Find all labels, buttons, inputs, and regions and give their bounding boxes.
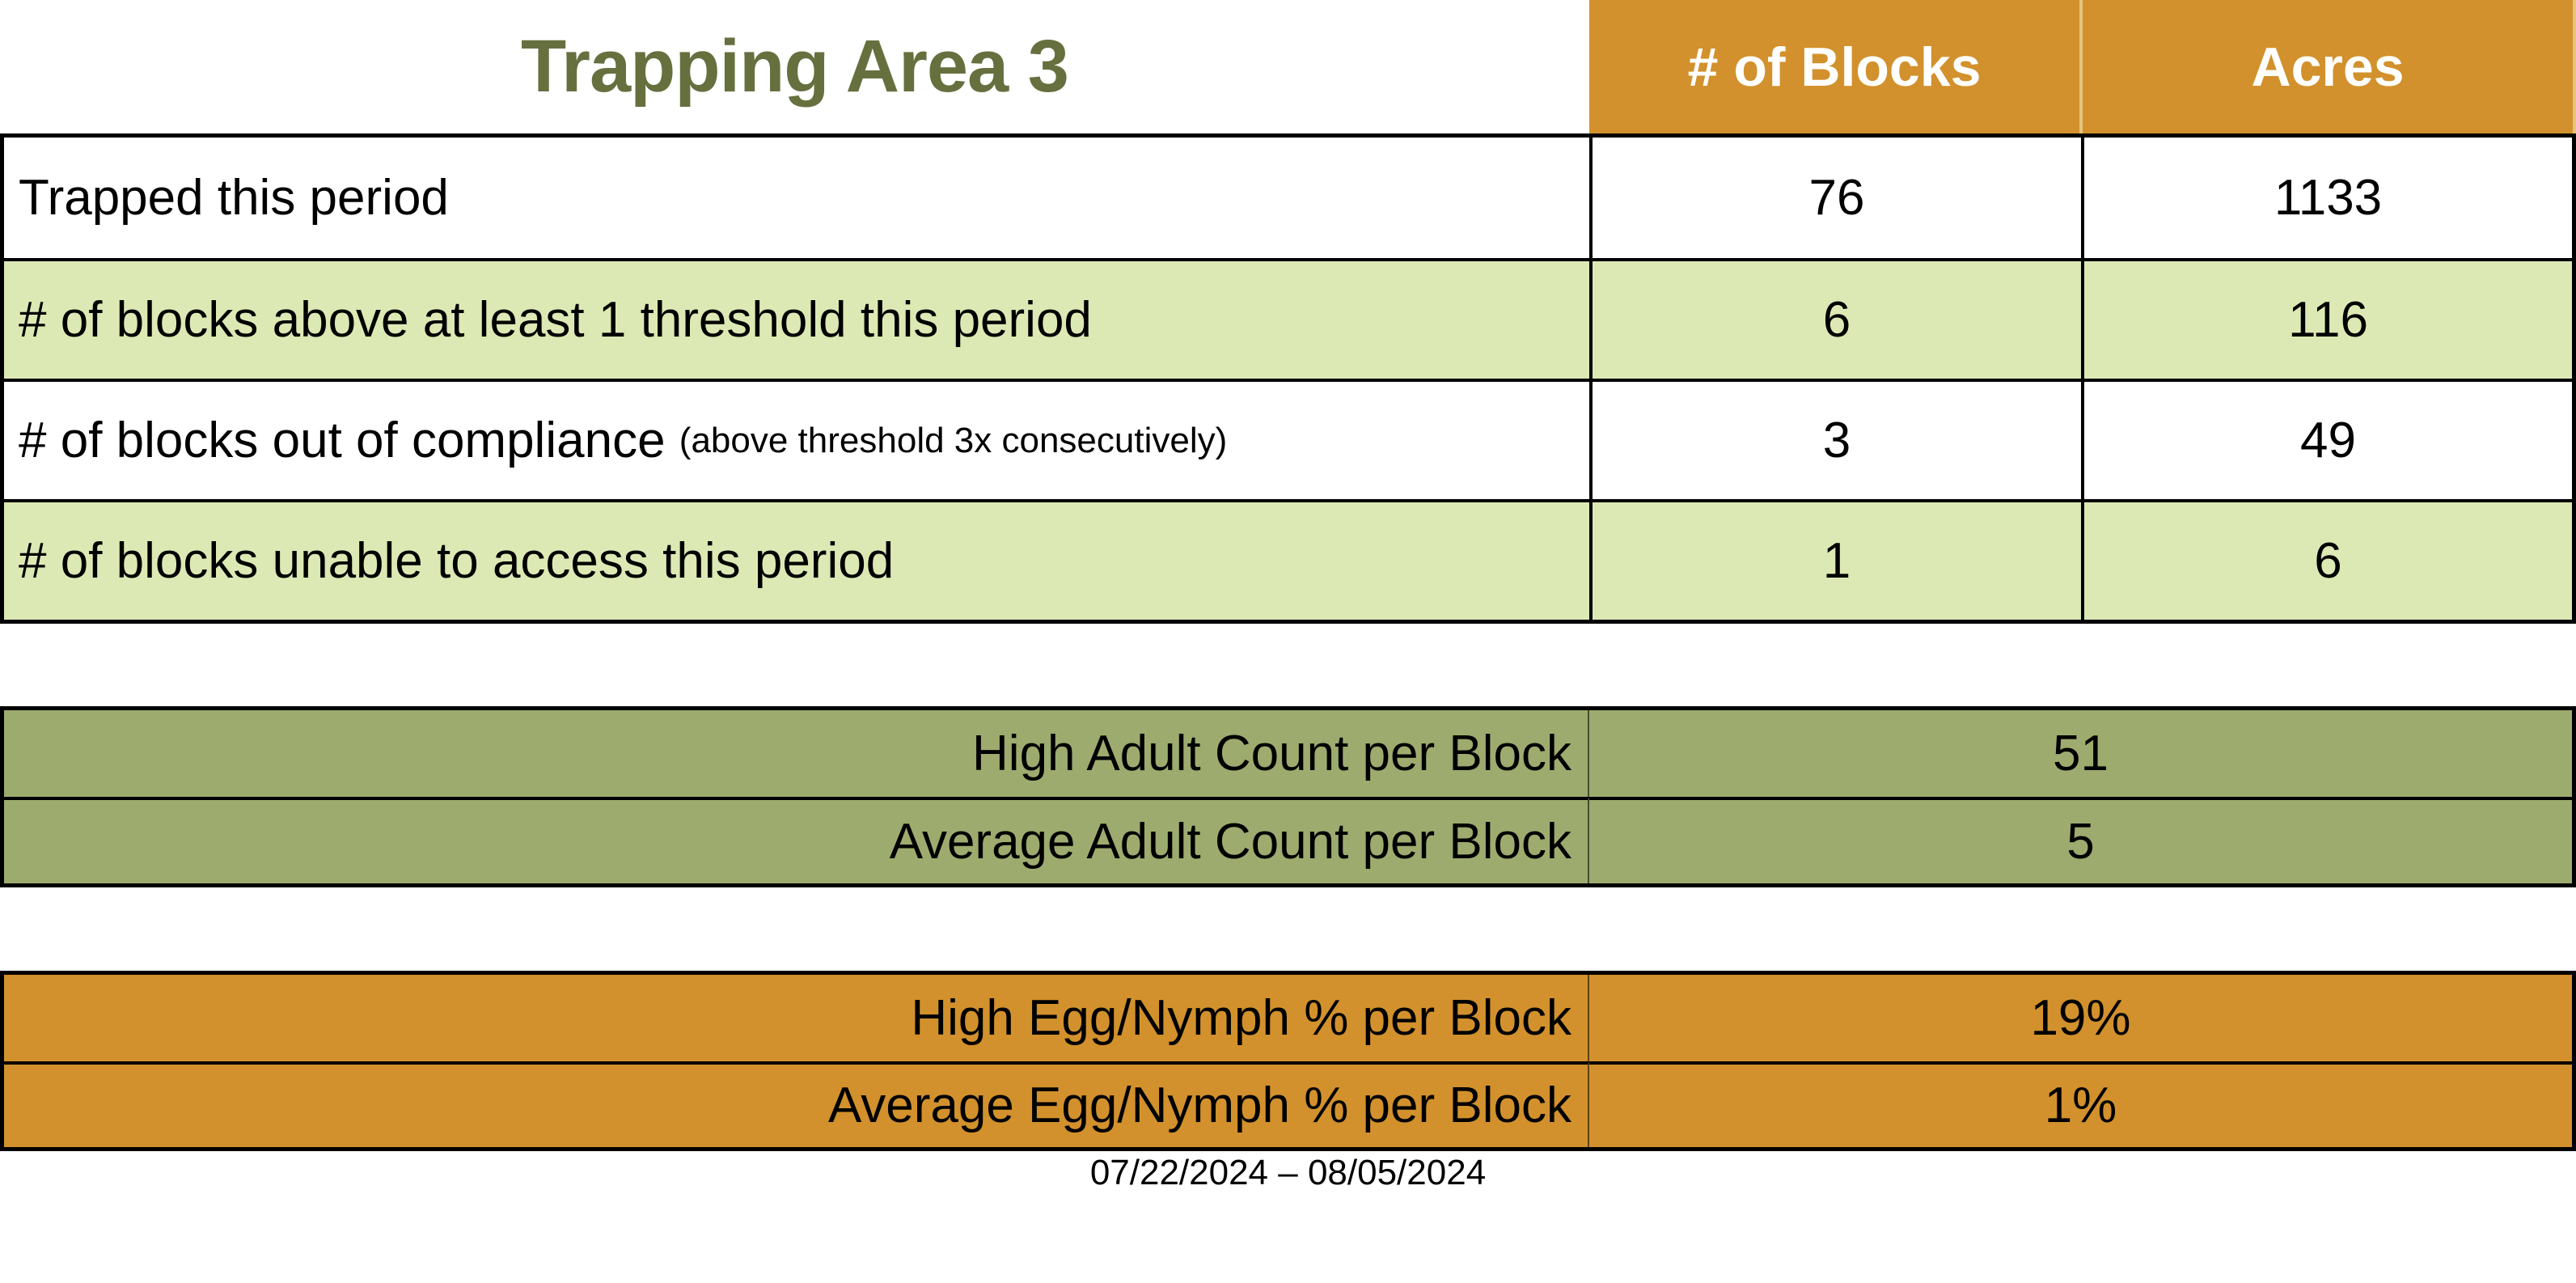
table-cell-acres: 1133 xyxy=(2081,138,2572,258)
page-title: Trapping Area 3 xyxy=(521,25,1069,108)
summary-row-value: 51 xyxy=(2053,726,2109,781)
adult-count-table: High Adult Count per Block 51 Average Ad… xyxy=(0,706,2576,887)
table-row-label: Trapped this period xyxy=(4,138,1589,258)
row-label-note: (above threshold 3x consecutively) xyxy=(679,420,1228,460)
table-row-label: # of blocks above at least 1 threshold t… xyxy=(4,258,1589,379)
row-label-text: # of blocks above at least 1 threshold t… xyxy=(19,292,1092,348)
date-range: 07/22/2024 – 08/05/2024 xyxy=(1089,1153,1487,1192)
summary-row-label: Average Adult Count per Block xyxy=(4,797,1589,883)
row-label-text: # of blocks unable to access this period xyxy=(19,533,895,589)
summary-row-label: Average Egg/Nymph % per Block xyxy=(4,1061,1589,1147)
table-row-label: # of blocks out of compliance (above thr… xyxy=(4,379,1589,499)
table-cell-blocks: 3 xyxy=(1589,379,2081,499)
summary-row-label: High Egg/Nymph % per Block xyxy=(4,975,1589,1061)
table-cell-blocks: 1 xyxy=(1589,499,2081,620)
column-header-acres-label: Acres xyxy=(2251,36,2405,98)
row-label-text: Trapped this period xyxy=(19,170,449,226)
summary-row-value: 1% xyxy=(1589,1061,2572,1148)
column-header-acres: Acres xyxy=(2083,0,2576,133)
table-cell-acres: 116 xyxy=(2081,258,2572,379)
table-row-label: # of blocks unable to access this period xyxy=(4,499,1589,620)
table-cell-blocks: 6 xyxy=(1589,258,2081,379)
column-header-blocks: # of Blocks xyxy=(1589,0,2083,133)
table-cell-blocks: 76 xyxy=(1589,138,2081,258)
trapping-summary-table: Trapped this period 76 1133 # of blocks … xyxy=(0,133,2576,624)
table-cell-acres: 6 xyxy=(2081,499,2572,620)
summary-row-label: High Adult Count per Block xyxy=(4,710,1589,797)
row-label-text: # of blocks out of compliance xyxy=(19,413,666,468)
summary-row-value: 19% xyxy=(2030,989,2131,1046)
column-header-blocks-label: # of Blocks xyxy=(1687,36,1982,98)
table-cell-acres: 49 xyxy=(2081,379,2572,499)
summary-row-value: 5 xyxy=(1589,797,2572,883)
egg-nymph-table: High Egg/Nymph % per Block 19% Average E… xyxy=(0,971,2576,1151)
